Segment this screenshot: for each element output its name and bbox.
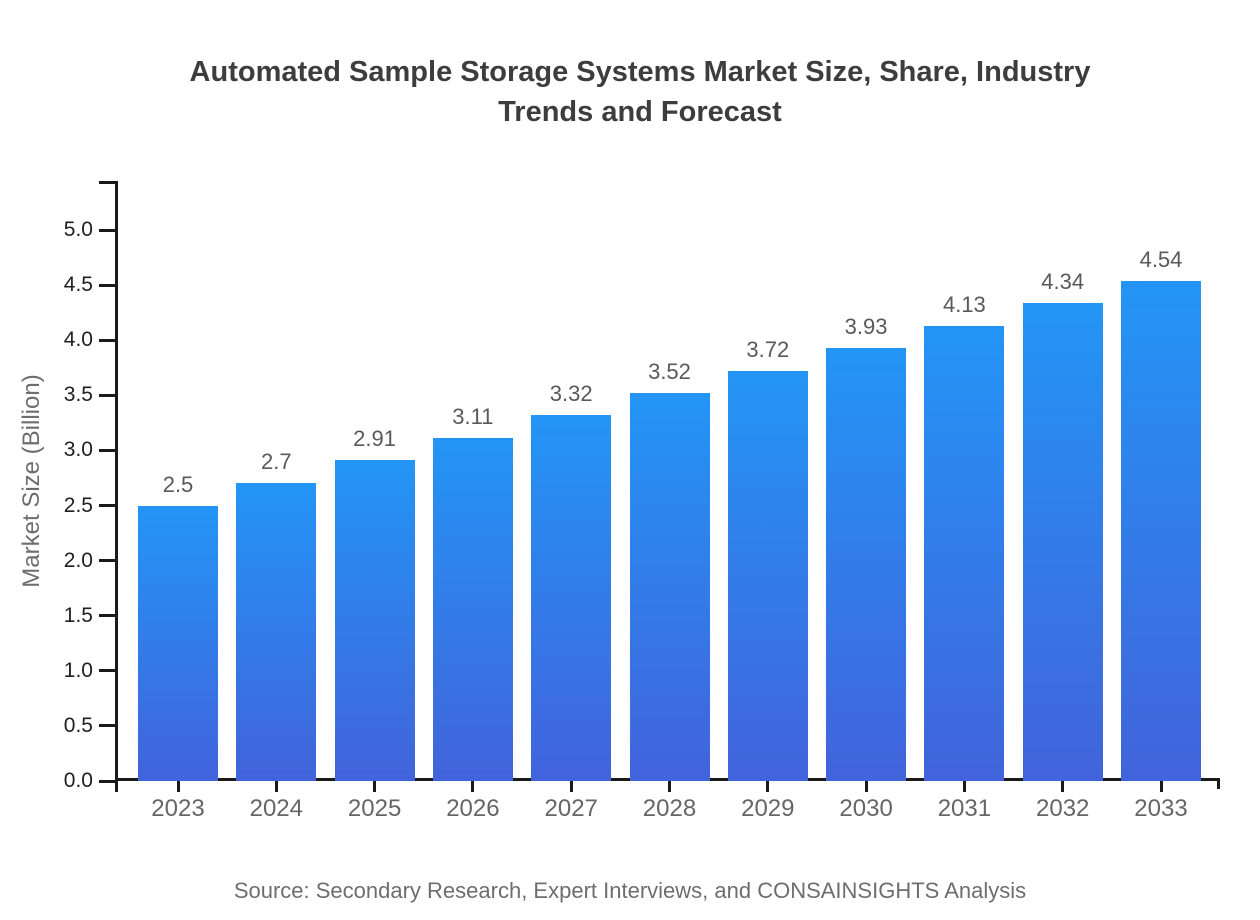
- y-tick-mark: [99, 448, 115, 452]
- bar: [236, 483, 317, 781]
- bar: [531, 415, 612, 781]
- x-tick-label: 2030: [839, 795, 893, 822]
- x-tick-mark: [569, 781, 573, 792]
- y-tick-mark: [99, 504, 115, 507]
- source-note: Source: Secondary Research, Expert Inter…: [233, 878, 1027, 903]
- y-tick-label: 1.0: [63, 658, 93, 682]
- bar: [334, 460, 415, 781]
- y-tick-label: 4.0: [63, 328, 93, 352]
- x-tick-mark: [274, 781, 278, 792]
- y-tick-mark: [99, 779, 115, 783]
- bar-value-label: 2.5: [162, 471, 194, 497]
- x-tick-mark: [668, 781, 671, 792]
- x-tick-label: 2023: [151, 795, 205, 822]
- x-tick-label: 2032: [1035, 795, 1090, 822]
- y-tick-mark: [99, 669, 115, 673]
- x-tick-mark: [1061, 781, 1065, 792]
- bar-value-label: 3.52: [648, 359, 691, 385]
- bar-value-label: 3.32: [549, 381, 593, 407]
- y-tick-mark: [99, 283, 115, 287]
- x-tick-mark: [176, 781, 180, 792]
- bar: [924, 325, 1005, 781]
- x-tick-label: 2027: [544, 795, 598, 822]
- y-tick-label: 0.5: [63, 713, 93, 737]
- x-axis-endcap-tick: [1217, 778, 1220, 789]
- x-tick-mark: [766, 781, 770, 792]
- bar: [1121, 280, 1201, 781]
- bar-value-label: 3.11: [452, 404, 494, 430]
- x-tick-mark: [373, 781, 377, 792]
- y-tick-label: 2.0: [63, 548, 93, 572]
- bar: [826, 347, 907, 781]
- x-tick-label: 2026: [446, 795, 500, 822]
- bar: [1022, 302, 1103, 781]
- x-tick-label: 2028: [642, 795, 697, 822]
- bar-value-label: 4.13: [942, 291, 986, 317]
- y-tick-label: 0.0: [63, 769, 93, 792]
- y-tick-label: 1.5: [63, 603, 93, 627]
- y-axis-endcap-tick: [99, 181, 115, 184]
- y-tick-label: 4.5: [63, 273, 93, 297]
- chart-title: Automated Sample Storage Systems Market …: [189, 56, 1091, 129]
- bar-value-label: 4.34: [1041, 268, 1085, 294]
- bar-value-label: 2.7: [261, 449, 292, 475]
- x-tick-label: 2025: [347, 795, 402, 822]
- bar: [629, 393, 710, 781]
- bar-value-label: 3.93: [844, 313, 888, 339]
- y-tick-label: 2.5: [63, 493, 93, 517]
- x-tick-mark: [1159, 781, 1163, 792]
- y-tick-mark: [99, 614, 115, 618]
- x-tick-label: 2029: [741, 795, 795, 822]
- x-tick-label: 2033: [1134, 795, 1188, 822]
- y-tick-label: 3.0: [63, 438, 93, 462]
- y-tick-mark: [99, 724, 115, 728]
- bar: [138, 505, 218, 781]
- y-tick-mark: [99, 393, 115, 397]
- x-tick-mark: [864, 781, 868, 792]
- x-tick-label: 2024: [249, 795, 303, 822]
- y-tick-mark: [99, 228, 115, 232]
- y-tick-label: 3.5: [63, 383, 93, 407]
- bar-value-label: 2.91: [353, 426, 397, 452]
- y-tick-label: 5.0: [63, 218, 93, 241]
- bar: [432, 438, 513, 781]
- y-tick-mark: [99, 559, 115, 563]
- bar-value-label: 3.72: [746, 337, 790, 363]
- x-tick-label: 2031: [937, 795, 992, 822]
- x-tick-mark: [962, 781, 966, 792]
- y-axis-line: [115, 181, 118, 792]
- bar-value-label: 4.54: [1139, 246, 1183, 272]
- bar: [727, 371, 808, 781]
- x-tick-mark: [471, 781, 475, 792]
- y-tick-mark: [99, 338, 115, 342]
